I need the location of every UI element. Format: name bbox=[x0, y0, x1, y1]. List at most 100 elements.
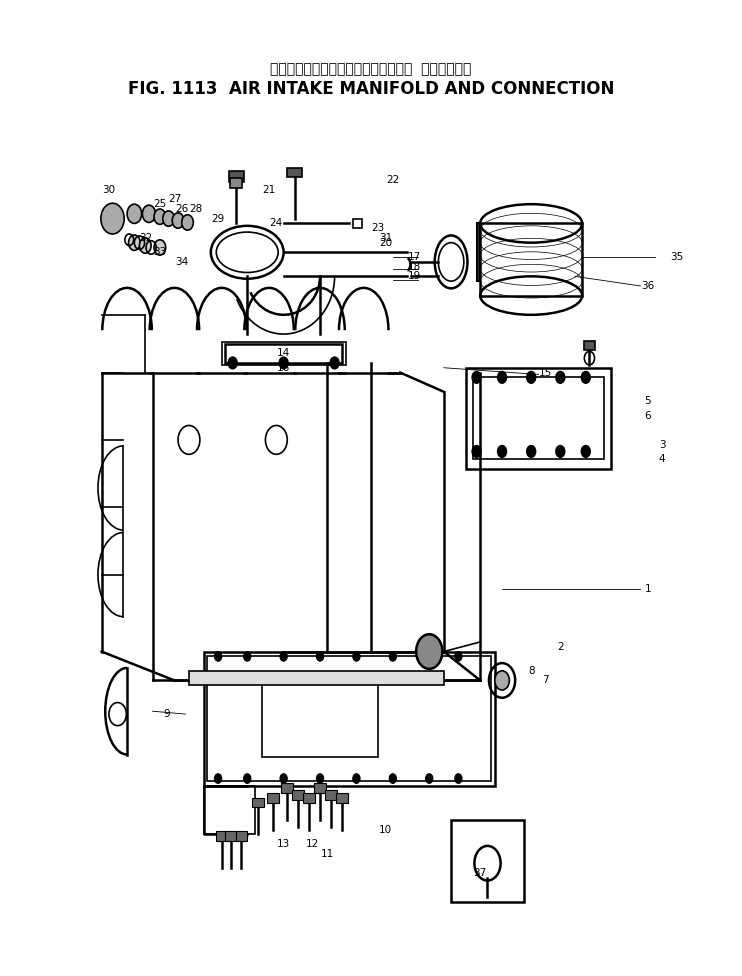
Text: 15: 15 bbox=[539, 368, 552, 378]
Circle shape bbox=[243, 652, 251, 661]
Bar bbox=[336, 793, 348, 802]
Text: 4: 4 bbox=[659, 454, 666, 465]
Circle shape bbox=[127, 204, 142, 224]
Text: 6: 6 bbox=[644, 411, 651, 421]
Circle shape bbox=[172, 213, 184, 228]
Circle shape bbox=[455, 652, 462, 661]
Circle shape bbox=[352, 652, 360, 661]
Circle shape bbox=[352, 774, 360, 784]
Text: 2: 2 bbox=[557, 642, 564, 652]
Text: 13: 13 bbox=[277, 839, 290, 849]
Circle shape bbox=[426, 774, 433, 784]
Circle shape bbox=[101, 203, 124, 234]
Text: 25: 25 bbox=[153, 199, 166, 209]
Circle shape bbox=[472, 372, 481, 384]
Bar bbox=[314, 784, 326, 793]
Bar bbox=[226, 832, 237, 841]
Circle shape bbox=[426, 652, 433, 661]
Bar bbox=[281, 784, 293, 793]
Text: FIG. 1113  AIR INTAKE MANIFOLD AND CONNECTION: FIG. 1113 AIR INTAKE MANIFOLD AND CONNEC… bbox=[128, 80, 614, 98]
Text: 37: 37 bbox=[473, 868, 487, 877]
Text: 32: 32 bbox=[139, 233, 152, 243]
Bar bbox=[222, 342, 346, 365]
Circle shape bbox=[214, 774, 222, 784]
Bar bbox=[207, 657, 491, 782]
Circle shape bbox=[455, 774, 462, 784]
Bar bbox=[216, 832, 228, 841]
Text: 28: 28 bbox=[190, 204, 203, 214]
Circle shape bbox=[316, 652, 324, 661]
Circle shape bbox=[243, 774, 251, 784]
Circle shape bbox=[162, 211, 174, 226]
Text: 27: 27 bbox=[168, 194, 181, 204]
Bar bbox=[252, 797, 264, 807]
Bar bbox=[235, 832, 247, 841]
Text: 33: 33 bbox=[153, 247, 166, 258]
Bar bbox=[226, 344, 342, 363]
Bar bbox=[231, 179, 242, 187]
Circle shape bbox=[154, 240, 165, 255]
Circle shape bbox=[142, 205, 156, 223]
Text: エアーインテークマニホールドおよび  コネクション: エアーインテークマニホールドおよび コネクション bbox=[270, 62, 472, 76]
Text: 5: 5 bbox=[644, 396, 651, 406]
Text: 10: 10 bbox=[379, 825, 392, 834]
Bar bbox=[203, 652, 495, 787]
Circle shape bbox=[316, 774, 324, 784]
Circle shape bbox=[154, 209, 165, 224]
Text: 8: 8 bbox=[528, 666, 534, 675]
Text: 20: 20 bbox=[379, 238, 392, 248]
Text: 36: 36 bbox=[641, 281, 654, 291]
Text: 3: 3 bbox=[659, 440, 666, 450]
Circle shape bbox=[280, 652, 287, 661]
Circle shape bbox=[495, 671, 509, 690]
Bar bbox=[584, 341, 595, 350]
Text: 14: 14 bbox=[277, 348, 290, 358]
Text: 16: 16 bbox=[277, 363, 290, 373]
Text: 11: 11 bbox=[321, 848, 334, 859]
Bar bbox=[203, 787, 255, 834]
Text: 34: 34 bbox=[175, 257, 188, 266]
Bar bbox=[292, 791, 304, 799]
Text: 21: 21 bbox=[263, 184, 276, 195]
Circle shape bbox=[582, 446, 590, 457]
Text: 17: 17 bbox=[408, 252, 421, 263]
Text: 35: 35 bbox=[670, 252, 683, 263]
Circle shape bbox=[556, 372, 565, 384]
Bar bbox=[267, 793, 278, 802]
Circle shape bbox=[128, 235, 140, 251]
Text: 1: 1 bbox=[644, 584, 651, 594]
Circle shape bbox=[527, 446, 536, 457]
Circle shape bbox=[527, 372, 536, 384]
Circle shape bbox=[139, 238, 151, 253]
Text: 18: 18 bbox=[408, 262, 421, 271]
Bar bbox=[466, 368, 611, 468]
Circle shape bbox=[280, 774, 287, 784]
Text: 29: 29 bbox=[211, 214, 225, 224]
Circle shape bbox=[556, 446, 565, 457]
Text: 9: 9 bbox=[164, 710, 171, 719]
Text: 22: 22 bbox=[387, 175, 399, 185]
Bar bbox=[480, 224, 582, 296]
Bar bbox=[476, 224, 480, 281]
Bar bbox=[287, 168, 302, 178]
Text: 24: 24 bbox=[270, 219, 283, 228]
Circle shape bbox=[214, 652, 222, 661]
Bar bbox=[473, 378, 604, 459]
Bar bbox=[451, 820, 524, 902]
Circle shape bbox=[498, 446, 507, 457]
Text: 12: 12 bbox=[306, 839, 319, 849]
Bar bbox=[189, 671, 444, 685]
Circle shape bbox=[182, 215, 194, 230]
Bar bbox=[352, 219, 361, 228]
Text: 30: 30 bbox=[102, 184, 116, 195]
Text: 31: 31 bbox=[379, 233, 393, 243]
Circle shape bbox=[390, 774, 396, 784]
Text: 23: 23 bbox=[372, 224, 385, 233]
Bar bbox=[325, 791, 337, 799]
Circle shape bbox=[390, 652, 396, 661]
Circle shape bbox=[416, 634, 442, 669]
Circle shape bbox=[330, 357, 339, 369]
Circle shape bbox=[279, 357, 288, 369]
Bar bbox=[303, 793, 315, 802]
Circle shape bbox=[472, 446, 481, 457]
